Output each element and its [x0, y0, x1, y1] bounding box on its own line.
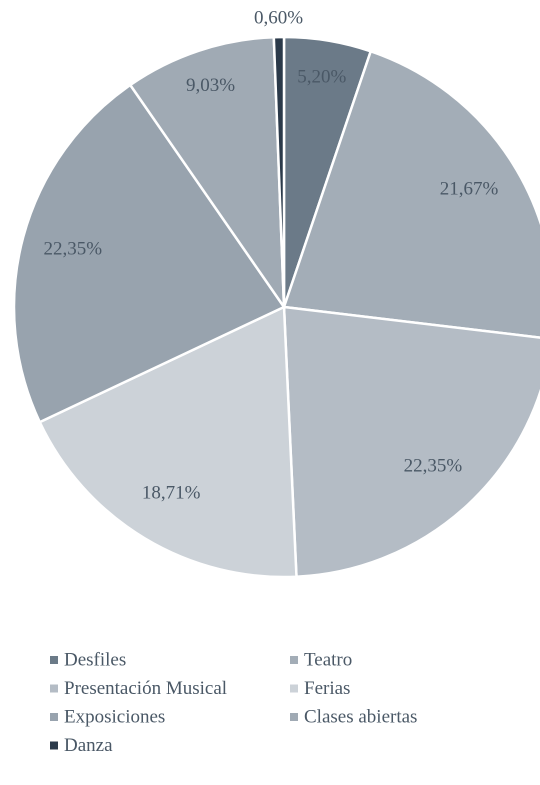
pie-slice	[282, 49, 540, 339]
legend-swatch	[290, 656, 298, 664]
legend-label: Danza	[64, 735, 113, 756]
data-label: 22,35%	[404, 456, 463, 477]
legend-label: Desfiles	[64, 649, 126, 670]
data-label: 18,71%	[142, 483, 201, 504]
legend-label: Presentación Musical	[64, 678, 227, 699]
legend-label: Clases abiertas	[304, 706, 417, 727]
pie-slice	[128, 35, 286, 312]
legend-label: Exposiciones	[64, 706, 165, 727]
data-label: 5,20%	[297, 66, 346, 87]
data-label: 22,35%	[43, 239, 102, 260]
legend-label: Teatro	[304, 649, 352, 670]
legend-swatch	[50, 656, 58, 664]
pie-slice	[282, 305, 540, 579]
pie-slice	[38, 305, 298, 579]
legend-label: Ferias	[304, 678, 350, 699]
data-label: 9,03%	[186, 75, 235, 96]
pie-slice	[272, 35, 286, 308]
legend-swatch	[290, 684, 298, 693]
legend-swatch	[290, 713, 298, 721]
data-label: 0,60%	[254, 7, 303, 28]
legend-swatch	[50, 684, 58, 693]
legend-swatch	[50, 741, 58, 750]
data-label: 21,67%	[440, 179, 499, 200]
pie-slice	[12, 83, 286, 424]
legend-swatch	[50, 713, 58, 721]
